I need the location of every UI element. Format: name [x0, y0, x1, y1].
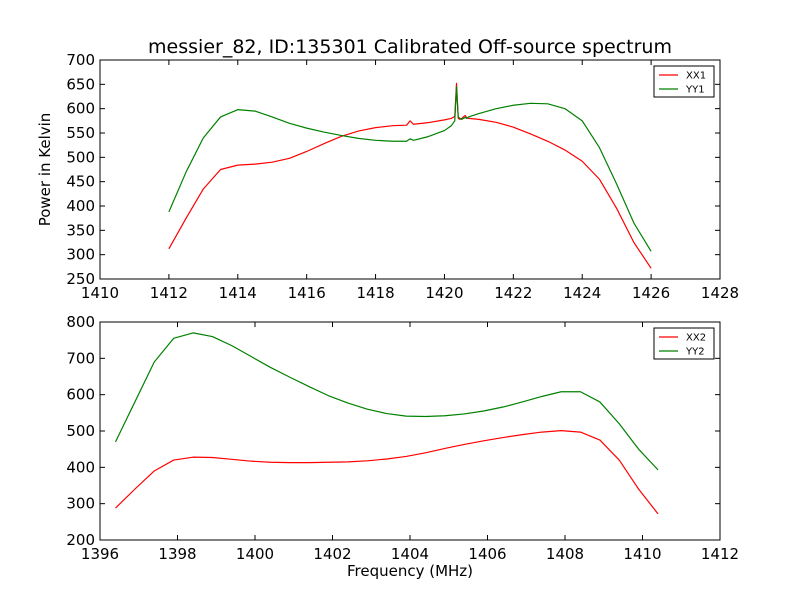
legend-label-yy2: YY2 [685, 347, 705, 358]
y-tick-label: 300 [66, 246, 95, 264]
legend-label-xx1: XX1 [686, 71, 706, 82]
x-tick-label: 1404 [391, 545, 429, 563]
series-line-yy1 [168, 86, 652, 252]
x-tick-label: 1426 [632, 284, 670, 302]
y-tick-label: 650 [66, 75, 95, 93]
x-tick-label: 1412 [150, 284, 188, 302]
y-tick-label: 500 [66, 422, 95, 440]
y-tick-label: 200 [66, 531, 95, 549]
series-line-yy2 [114, 332, 659, 471]
x-tick-label: 1410 [81, 284, 119, 302]
legend-label-yy1: YY1 [685, 85, 705, 96]
x-tick-label: 1398 [158, 545, 196, 563]
y-tick-label: 450 [66, 173, 95, 191]
y-tick-label: 400 [66, 458, 95, 476]
chart-panel-1: 1410 1412 1414 1416 1418 1420 1422 1424 1426 1428… [36, 51, 739, 302]
x-tick-label: 1424 [563, 284, 601, 302]
x-tick-label: 1416 [288, 284, 326, 302]
y-tick-label: 250 [66, 270, 95, 288]
y-tick-label: 700 [66, 349, 95, 367]
y-tick-label: 550 [66, 124, 95, 142]
x-tick-label: 1420 [425, 284, 463, 302]
figure-title: messier_82, ID:135301 Calibrated Off-sou… [148, 36, 672, 58]
legend-label-xx2: XX2 [686, 333, 706, 344]
series-line-xx1 [168, 82, 652, 269]
x-tick-label: 1414 [219, 284, 257, 302]
x-tick-label: 1396 [81, 545, 119, 563]
x-tick-label: 1422 [494, 284, 532, 302]
x-tick-label: 1412 [701, 545, 739, 563]
x-axis-label: Frequency (MHz) [347, 562, 473, 580]
x-tick-label: 1408 [546, 545, 584, 563]
x-tick-label: 1428 [701, 284, 739, 302]
legend-box [653, 65, 715, 98]
y-tick-label: 350 [66, 221, 95, 239]
x-tick-label: 1410 [623, 545, 661, 563]
y-axis-label: Power in Kelvin [36, 113, 54, 227]
y-tick-label: 600 [66, 386, 95, 404]
plot-frame [99, 59, 721, 280]
y-tick-label: 600 [66, 100, 95, 118]
x-tick-label: 1418 [356, 284, 394, 302]
y-tick-label: 700 [66, 51, 95, 69]
legend-box [653, 327, 715, 360]
x-tick-label: 1400 [236, 545, 274, 563]
series-line-xx2 [115, 430, 659, 515]
y-tick-label: 800 [66, 313, 95, 331]
y-tick-label: 400 [66, 197, 95, 215]
chart-panel-2: 1396 1398 1400 1402 1404 1406 1408 1410 1412 200 3… [66, 313, 739, 580]
x-tick-label: 1406 [468, 545, 506, 563]
y-tick-label: 300 [66, 495, 95, 513]
y-tick-label: 500 [66, 148, 95, 166]
x-tick-label: 1402 [313, 545, 351, 563]
